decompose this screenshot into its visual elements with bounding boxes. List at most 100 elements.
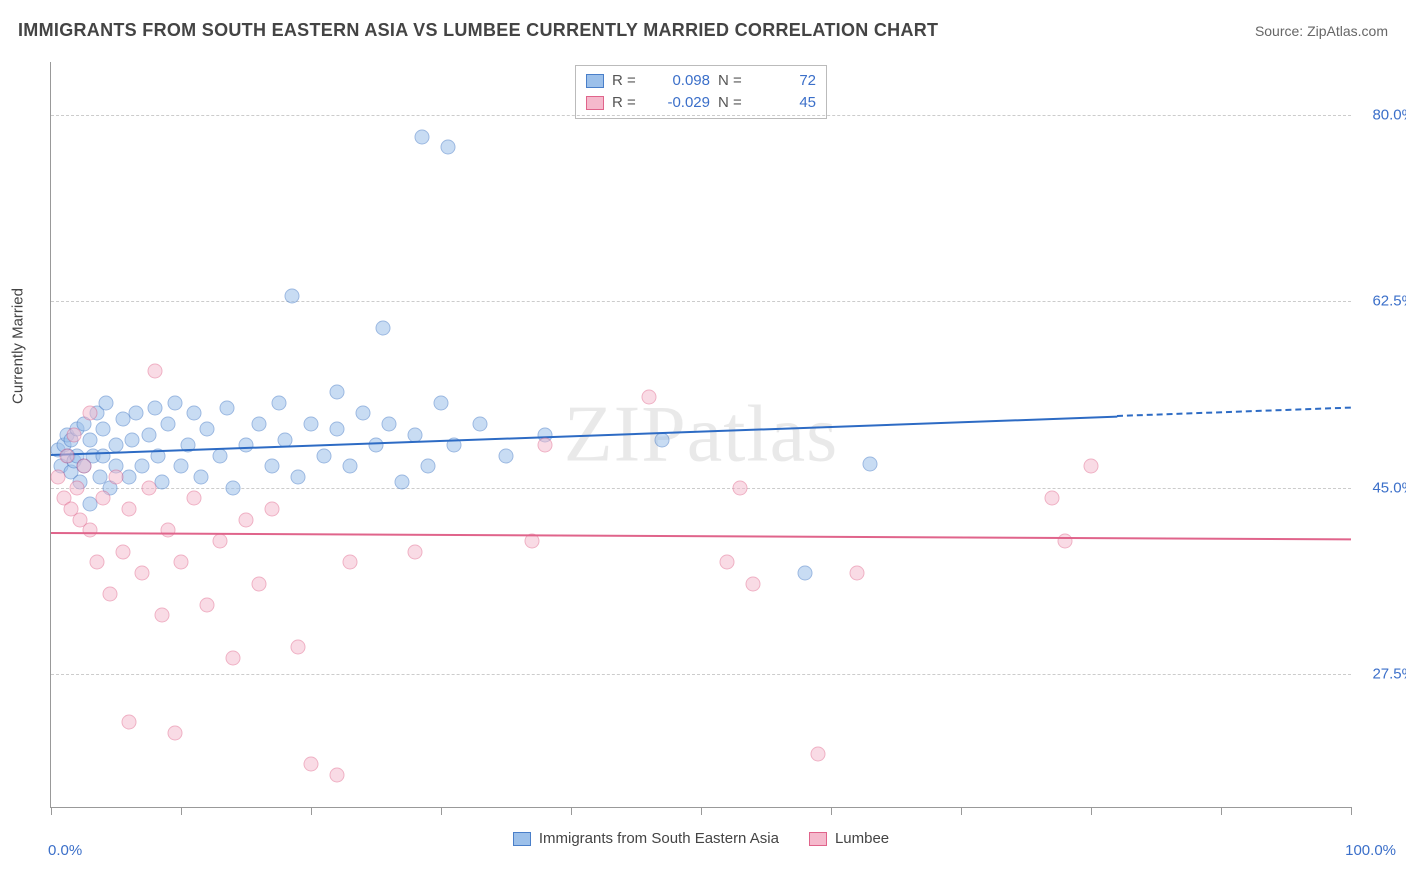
x-tick: [181, 807, 182, 815]
gridline: [51, 115, 1351, 116]
legend-stats-row: R = -0.029 N = 45: [586, 92, 816, 114]
data-point-lumbee: [746, 576, 761, 591]
data-point-sea: [434, 395, 449, 410]
data-point-sea: [124, 432, 139, 447]
data-point-sea: [96, 422, 111, 437]
data-point-lumbee: [291, 640, 306, 655]
data-point-lumbee: [226, 651, 241, 666]
data-point-lumbee: [304, 757, 319, 772]
data-point-sea: [304, 416, 319, 431]
data-point-lumbee: [50, 470, 65, 485]
data-point-lumbee: [76, 459, 91, 474]
data-point-sea: [284, 289, 299, 304]
data-point-lumbee: [343, 555, 358, 570]
data-point-sea: [382, 416, 397, 431]
data-point-lumbee: [252, 576, 267, 591]
x-tick: [1351, 807, 1352, 815]
data-point-sea: [239, 438, 254, 453]
data-point-lumbee: [733, 480, 748, 495]
gridline: [51, 301, 1351, 302]
swatch-lumbee: [586, 96, 604, 110]
legend-stats: R = 0.098 N = 72 R = -0.029 N = 45: [575, 65, 827, 119]
data-point-sea: [135, 459, 150, 474]
data-point-sea: [499, 448, 514, 463]
data-point-lumbee: [135, 565, 150, 580]
data-point-lumbee: [148, 363, 163, 378]
data-point-sea: [98, 395, 113, 410]
data-point-sea: [655, 432, 670, 447]
data-point-sea: [265, 459, 280, 474]
data-point-sea: [421, 459, 436, 474]
legend-series: Immigrants from South Eastern Asia Lumbe…: [51, 830, 1351, 847]
x-tick: [1091, 807, 1092, 815]
data-point-sea: [128, 406, 143, 421]
data-point-lumbee: [408, 544, 423, 559]
data-point-lumbee: [122, 502, 137, 517]
data-point-sea: [330, 422, 345, 437]
data-point-sea: [330, 384, 345, 399]
data-point-sea: [395, 475, 410, 490]
data-point-lumbee: [59, 448, 74, 463]
data-point-lumbee: [109, 470, 124, 485]
data-point-sea: [193, 470, 208, 485]
data-point-lumbee: [141, 480, 156, 495]
data-point-lumbee: [89, 555, 104, 570]
data-point-sea: [226, 480, 241, 495]
x-axis-max-label: 100.0%: [1345, 842, 1396, 859]
data-point-sea: [863, 457, 878, 472]
data-point-sea: [161, 416, 176, 431]
legend-stats-row: R = 0.098 N = 72: [586, 70, 816, 92]
data-point-sea: [271, 395, 286, 410]
x-tick: [311, 807, 312, 815]
x-axis-min-label: 0.0%: [48, 842, 82, 859]
y-axis-label: Currently Married: [10, 246, 27, 446]
gridline: [51, 674, 1351, 675]
data-point-lumbee: [1058, 533, 1073, 548]
swatch-sea: [586, 74, 604, 88]
y-tick-label: 27.5%: [1359, 665, 1406, 682]
data-point-lumbee: [187, 491, 202, 506]
data-point-lumbee: [83, 406, 98, 421]
data-point-sea: [414, 129, 429, 144]
x-tick: [961, 807, 962, 815]
trend-line-dash-sea: [1117, 407, 1351, 417]
data-point-sea: [252, 416, 267, 431]
data-point-sea: [83, 432, 98, 447]
data-point-lumbee: [161, 523, 176, 538]
data-point-sea: [213, 448, 228, 463]
data-point-sea: [343, 459, 358, 474]
y-tick-label: 45.0%: [1359, 479, 1406, 496]
data-point-lumbee: [154, 608, 169, 623]
data-point-sea: [369, 438, 384, 453]
trend-line-lumbee: [51, 532, 1351, 540]
data-point-sea: [375, 321, 390, 336]
data-point-sea: [291, 470, 306, 485]
chart-title: IMMIGRANTS FROM SOUTH EASTERN ASIA VS LU…: [18, 20, 938, 41]
data-point-lumbee: [67, 427, 82, 442]
plot-area: ZIPatlas R = 0.098 N = 72 R = -0.029 N =…: [50, 62, 1351, 808]
data-point-lumbee: [1084, 459, 1099, 474]
data-point-sea: [96, 448, 111, 463]
data-point-lumbee: [239, 512, 254, 527]
x-tick: [701, 807, 702, 815]
data-point-lumbee: [102, 587, 117, 602]
swatch-sea: [513, 832, 531, 846]
data-point-lumbee: [330, 768, 345, 783]
data-point-lumbee: [265, 502, 280, 517]
data-point-lumbee: [1045, 491, 1060, 506]
data-point-sea: [154, 475, 169, 490]
data-point-sea: [148, 400, 163, 415]
data-point-sea: [122, 470, 137, 485]
data-point-sea: [141, 427, 156, 442]
data-point-sea: [174, 459, 189, 474]
data-point-sea: [187, 406, 202, 421]
data-point-sea: [473, 416, 488, 431]
data-point-sea: [798, 565, 813, 580]
legend-item-sea: Immigrants from South Eastern Asia: [513, 830, 779, 847]
swatch-lumbee: [809, 832, 827, 846]
gridline: [51, 488, 1351, 489]
data-point-lumbee: [811, 746, 826, 761]
x-tick: [51, 807, 52, 815]
data-point-sea: [317, 448, 332, 463]
data-point-lumbee: [96, 491, 111, 506]
